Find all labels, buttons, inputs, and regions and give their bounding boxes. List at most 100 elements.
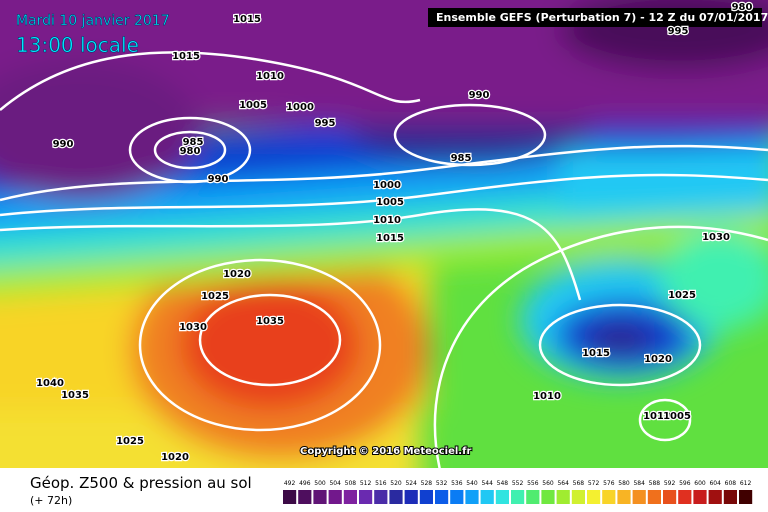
- scale-swatch: [374, 490, 388, 504]
- isobar-label: 1015: [233, 14, 261, 25]
- scale-swatch: [526, 490, 540, 504]
- isobar-label: 1015: [582, 348, 610, 359]
- scale-swatch: [298, 490, 312, 504]
- isobar-label: 1005: [663, 411, 691, 422]
- isobar-label: 1025: [116, 436, 144, 447]
- scale-swatch: [419, 490, 433, 504]
- colorbar: 492 496 500 504 508 512 516 520 524 528 532 536 540 5…: [283, 480, 753, 504]
- isobar-label: 1000: [286, 102, 314, 113]
- scale-label: 604: [709, 480, 721, 487]
- scale-label: 568: [573, 480, 585, 487]
- scale-label: 556: [527, 480, 539, 487]
- scale-label: 552: [512, 480, 524, 487]
- lead-time: (+ 72h): [30, 494, 72, 507]
- scale-swatch: [541, 490, 555, 504]
- scale-label: 528: [421, 480, 433, 487]
- scale-label: 548: [497, 480, 509, 487]
- scale-label: 560: [542, 480, 554, 487]
- isobar-label: 1035: [61, 390, 89, 401]
- scale-label: 588: [649, 480, 661, 487]
- isobar-label: 1010: [533, 391, 561, 402]
- scale-label: 540: [466, 480, 478, 487]
- scale-swatch: [723, 490, 737, 504]
- scale-label: 536: [451, 480, 463, 487]
- isobar-label: 1000: [373, 180, 401, 191]
- legend-title: Géop. Z500 & pression au sol: [30, 474, 252, 492]
- field: [0, 0, 768, 468]
- local-time: 13:00 locale: [16, 33, 139, 57]
- isobar-label: 985: [451, 153, 472, 164]
- scale-swatch: [602, 490, 616, 504]
- scale-label: 596: [679, 480, 691, 487]
- scale-swatch: [480, 490, 494, 504]
- scale-label: 600: [694, 480, 706, 487]
- isobar-label: 1025: [668, 290, 696, 301]
- isobar-label: 1020: [644, 354, 672, 365]
- scale-swatch: [495, 490, 509, 504]
- isobar-label: 1040: [36, 378, 64, 389]
- scale-swatch: [587, 490, 601, 504]
- scale-label: 500: [314, 480, 326, 487]
- isobar-label: 1010: [643, 411, 671, 422]
- isobar-label: 980: [732, 2, 753, 13]
- scale-label: 608: [725, 480, 737, 487]
- scale-swatch: [450, 490, 464, 504]
- scale-label: 532: [436, 480, 448, 487]
- scale-label: 496: [299, 480, 311, 487]
- scale-label: 516: [375, 480, 387, 487]
- scale-swatch: [693, 490, 707, 504]
- scale-label: 504: [329, 480, 341, 487]
- copyright: Copyright © 2016 Meteociel.fr: [300, 446, 471, 457]
- isobars: [0, 51, 768, 468]
- scale-label: 544: [481, 480, 493, 487]
- isobar-label: 1030: [179, 322, 207, 333]
- scale-swatch: [435, 490, 449, 504]
- scale-swatch: [511, 490, 525, 504]
- scale-label: 572: [588, 480, 600, 487]
- isobar-label: 995: [315, 118, 336, 129]
- scale-label: 512: [360, 480, 372, 487]
- scale-label: 492: [284, 480, 296, 487]
- isobar-label: 1010: [373, 215, 401, 226]
- scale-swatch: [678, 490, 692, 504]
- isobar-label: 980: [180, 146, 201, 157]
- date: Mardi 10 janvier 2017: [16, 13, 170, 29]
- isobar-label: 985: [183, 137, 204, 148]
- scale-swatch: [647, 490, 661, 504]
- isobar-label: 1010: [256, 71, 284, 82]
- scale-label: 508: [345, 480, 357, 487]
- isobar-label: 1020: [223, 269, 251, 280]
- model-box: [428, 8, 762, 27]
- isobar-label: 990: [53, 139, 74, 150]
- scale-swatch: [571, 490, 585, 504]
- scale-swatch: [313, 490, 327, 504]
- scale-label: 576: [603, 480, 615, 487]
- scale-swatch: [556, 490, 570, 504]
- isobar-label: 1005: [239, 100, 267, 111]
- model-run: Ensemble GEFS (Perturbation 7) - 12 Z du…: [436, 11, 768, 24]
- scale-swatch: [343, 490, 357, 504]
- scale-label: 524: [405, 480, 417, 487]
- isobar-label: 1030: [702, 232, 730, 243]
- scale-label: 564: [557, 480, 569, 487]
- scale-swatch: [328, 490, 342, 504]
- isobar-label: 1005: [376, 197, 404, 208]
- scale-swatch: [663, 490, 677, 504]
- scale-swatch: [404, 490, 418, 504]
- scale-swatch: [617, 490, 631, 504]
- scale-swatch: [283, 490, 297, 504]
- scale-label: 612: [740, 480, 752, 487]
- isobar-label: 995: [668, 26, 689, 37]
- isobar-label: 990: [469, 90, 490, 101]
- scale-swatch: [632, 490, 646, 504]
- scale-label: 592: [664, 480, 676, 487]
- isobar-label: 1015: [376, 233, 404, 244]
- isobar-label: 1025: [201, 291, 229, 302]
- scale-swatch: [359, 490, 373, 504]
- isobar-label: 990: [208, 174, 229, 185]
- isobar-label: 1015: [172, 51, 200, 62]
- scale-swatch: [389, 490, 403, 504]
- isobar-label: 1020: [161, 452, 189, 463]
